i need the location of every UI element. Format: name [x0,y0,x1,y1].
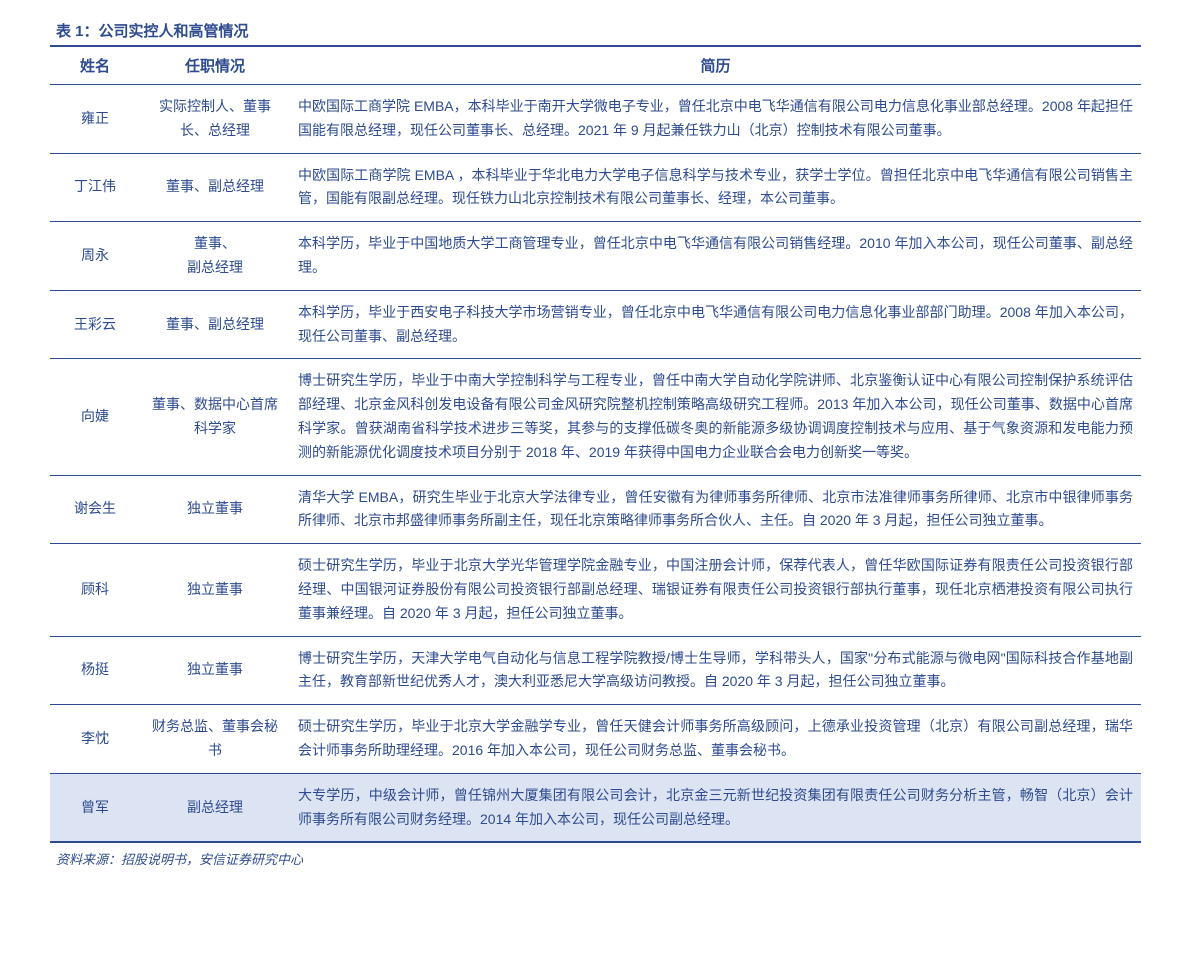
table-row: 向婕 董事、数据中心首席科学家 博士研究生学历，毕业于中南大学控制科学与工程专业… [50,359,1141,475]
cell-name: 李忱 [50,705,140,774]
cell-position: 副总经理 [140,773,290,842]
cell-bio: 中欧国际工商学院 EMBA，本科毕业于南开大学微电子专业，曾任北京中电飞华通信有… [290,85,1141,154]
col-header-bio: 简历 [290,46,1141,85]
table-row: 李忱 财务总监、董事会秘书 硕士研究生学历，毕业于北京大学金融学专业，曾任天健会… [50,705,1141,774]
cell-position: 董事、副总经理 [140,290,290,359]
cell-bio: 硕士研究生学历，毕业于北京大学金融学专业，曾任天健会计师事务所高级顾问，上德承业… [290,705,1141,774]
cell-name: 曾军 [50,773,140,842]
cell-bio: 中欧国际工商学院 EMBA ，本科毕业于华北电力大学电子信息科学与技术专业，获学… [290,153,1141,222]
cell-name: 谢会生 [50,475,140,544]
cell-bio: 硕士研究生学历，毕业于北京大学光华管理学院金融专业，中国注册会计师，保荐代表人，… [290,544,1141,636]
table-row: 王彩云 董事、副总经理 本科学历，毕业于西安电子科技大学市场营销专业，曾任北京中… [50,290,1141,359]
table-row: 周永 董事、 副总经理 本科学历，毕业于中国地质大学工商管理专业，曾任北京中电飞… [50,222,1141,291]
cell-name: 雍正 [50,85,140,154]
cell-bio: 博士研究生学历，天津大学电气自动化与信息工程学院教授/博士生导师，学科带头人，国… [290,636,1141,705]
cell-bio: 博士研究生学历，毕业于中南大学控制科学与工程专业，曾任中南大学自动化学院讲师、北… [290,359,1141,475]
executives-table: 姓名 任职情况 简历 雍正 实际控制人、董事长、总经理 中欧国际工商学院 EMB… [50,45,1141,843]
table-row: 顾科 独立董事 硕士研究生学历，毕业于北京大学光华管理学院金融专业，中国注册会计… [50,544,1141,636]
cell-bio: 本科学历，毕业于西安电子科技大学市场营销专业，曾任北京中电飞华通信有限公司电力信… [290,290,1141,359]
cell-position: 董事、数据中心首席科学家 [140,359,290,475]
col-header-position: 任职情况 [140,46,290,85]
cell-position: 董事、 副总经理 [140,222,290,291]
table-title: 表 1：公司实控人和高管情况 [50,20,1141,41]
cell-position: 独立董事 [140,636,290,705]
cell-bio: 大专学历，中级会计师，曾任锦州大厦集团有限公司会计，北京金三元新世纪投资集团有限… [290,773,1141,842]
cell-name: 杨挺 [50,636,140,705]
cell-position: 独立董事 [140,544,290,636]
table-row: 杨挺 独立董事 博士研究生学历，天津大学电气自动化与信息工程学院教授/博士生导师… [50,636,1141,705]
table-row: 曾军 副总经理 大专学历，中级会计师，曾任锦州大厦集团有限公司会计，北京金三元新… [50,773,1141,842]
cell-name: 王彩云 [50,290,140,359]
table-row: 丁江伟 董事、副总经理 中欧国际工商学院 EMBA ，本科毕业于华北电力大学电子… [50,153,1141,222]
col-header-name: 姓名 [50,46,140,85]
cell-bio: 本科学历，毕业于中国地质大学工商管理专业，曾任北京中电飞华通信有限公司销售经理。… [290,222,1141,291]
table-row: 谢会生 独立董事 清华大学 EMBA，研究生毕业于北京大学法律专业，曾任安徽有为… [50,475,1141,544]
cell-bio: 清华大学 EMBA，研究生毕业于北京大学法律专业，曾任安徽有为律师事务所律师、北… [290,475,1141,544]
cell-position: 独立董事 [140,475,290,544]
source-note: 资料来源：招股说明书，安信证券研究中心 [50,849,1141,868]
table-header-row: 姓名 任职情况 简历 [50,46,1141,85]
cell-name: 周永 [50,222,140,291]
cell-name: 丁江伟 [50,153,140,222]
cell-position: 实际控制人、董事长、总经理 [140,85,290,154]
cell-position: 董事、副总经理 [140,153,290,222]
cell-name: 向婕 [50,359,140,475]
table-row: 雍正 实际控制人、董事长、总经理 中欧国际工商学院 EMBA，本科毕业于南开大学… [50,85,1141,154]
cell-name: 顾科 [50,544,140,636]
cell-position: 财务总监、董事会秘书 [140,705,290,774]
